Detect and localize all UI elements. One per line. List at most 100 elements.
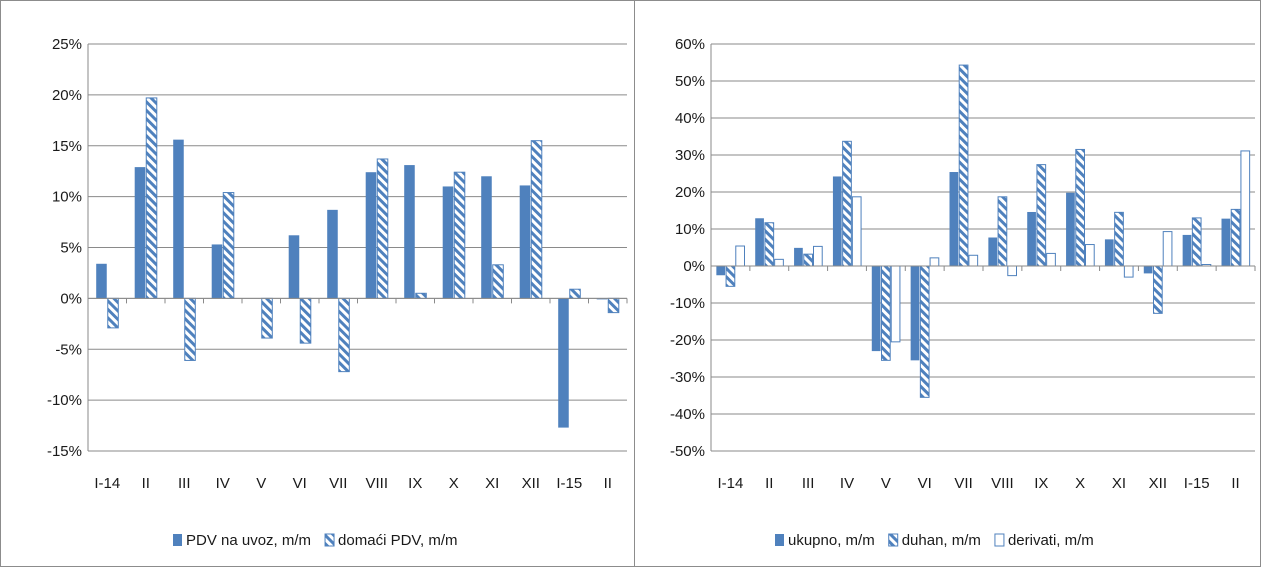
bar-0-s1-3 [222, 192, 235, 299]
bar-1-s0-12 [1182, 234, 1192, 266]
bar-1-s2-11 [1162, 231, 1173, 267]
bar-1-s0-3 [832, 176, 842, 266]
legend-swatch-0 [173, 534, 182, 546]
bar-1-s2-10 [1123, 265, 1134, 278]
x-tick-label: II [1231, 475, 1239, 492]
x-tick-label: I-14 [94, 475, 120, 492]
y-tick-label: -30% [670, 369, 705, 386]
left-chart-panel: 25% 20% 15% 10% 5% 0% -5% -10% -15% I-14 II III IV V V… [0, 0, 635, 567]
bar-1-s0-9 [1066, 192, 1075, 266]
bar-1-s0-4 [871, 266, 881, 352]
bar-1-s1-8 [1036, 164, 1047, 267]
bar-1-s1-5 [919, 265, 930, 398]
legend-swatch-0 [775, 534, 784, 546]
bar-1-s1-13 [1230, 208, 1241, 267]
bar-1-s2-3 [851, 196, 862, 267]
bar-1-s1-12 [1191, 217, 1202, 267]
bar-1-s2-5 [929, 257, 940, 267]
bar-0-s0-12 [558, 298, 569, 428]
x-tick-label: IV [840, 475, 854, 492]
y-tick-label: -40% [670, 406, 705, 423]
bar-1-s1-2 [803, 253, 814, 267]
bar-1-s0-10 [1104, 239, 1114, 266]
y-tick-label: 20% [52, 87, 82, 104]
y-tick-label: 10% [675, 221, 705, 238]
x-tick-label: II [604, 475, 612, 492]
y-tick-label: 50% [675, 73, 705, 90]
legend-swatch-1 [888, 533, 899, 547]
bar-1-s0-2 [794, 247, 803, 266]
legend-label-1: domaći PDV, m/m [338, 532, 457, 549]
bar-1-s2-1 [774, 258, 784, 267]
x-tick-label: III [178, 475, 191, 492]
x-tick-label: X [449, 475, 459, 492]
bar-1-s2-0 [735, 245, 745, 267]
bar-0-s1-8 [415, 292, 427, 299]
x-tick-label: IX [408, 475, 422, 492]
x-tick-label: III [802, 475, 815, 492]
legend-label-0: ukupno, m/m [788, 532, 875, 549]
bar-1-s1-4 [881, 265, 891, 361]
x-tick-label: VI [293, 475, 307, 492]
x-tick-label: VI [918, 475, 932, 492]
x-tick-label: VII [329, 475, 347, 492]
bar-0-s0-0 [96, 263, 107, 299]
bar-1-s0-13 [1221, 218, 1231, 266]
y-tick-label: -15% [47, 443, 82, 460]
bar-0-s0-3 [211, 244, 223, 299]
bar-1-s2-8 [1046, 252, 1056, 267]
bar-1-s1-11 [1153, 265, 1163, 314]
legend-swatch-2 [994, 533, 1005, 547]
right-chart-panel: 60% 50% 40% 30% 20% 10% 0% -10% -20% -30% -40% -50%… [634, 0, 1261, 567]
bar-1-s0-7 [988, 237, 998, 266]
x-tick-label: VII [954, 475, 972, 492]
y-tick-label: 60% [675, 36, 705, 53]
y-tick-label: 15% [52, 138, 82, 155]
bar-1-s2-13 [1240, 150, 1251, 267]
bar-1-s0-0 [716, 266, 726, 276]
bar-0-s1-1 [145, 97, 158, 299]
x-tick-label: VIII [365, 475, 388, 492]
bar-0-s1-10 [492, 264, 504, 299]
bar-0-s0-6 [327, 209, 338, 299]
bar-0-s1-6 [338, 297, 350, 373]
bar-1-s0-6 [949, 172, 959, 266]
bar-1-s1-3 [842, 140, 852, 267]
bar-1-s1-9 [1075, 148, 1085, 267]
bar-0-s0-11 [519, 185, 531, 299]
bar-0-s1-13 [607, 297, 620, 314]
x-tick-label: V [256, 475, 266, 492]
x-tick-label: V [881, 475, 891, 492]
x-tick-label: XI [485, 475, 499, 492]
y-tick-label: -10% [47, 392, 82, 409]
bar-0-s1-11 [530, 140, 543, 299]
y-tick-label: -20% [670, 332, 705, 349]
bar-1-s2-6 [968, 254, 979, 267]
x-tick-label: XII [1149, 475, 1167, 492]
x-tick-label: XII [522, 475, 540, 492]
bar-1-s0-5 [910, 266, 920, 361]
y-tick-label: 0% [683, 258, 705, 275]
bar-1-s2-2 [813, 245, 823, 267]
bar-0-s1-5 [299, 297, 312, 344]
bar-0-s1-7 [376, 158, 389, 299]
y-tick-label: 20% [675, 184, 705, 201]
legend-swatch-1 [324, 533, 335, 547]
bar-1-s2-4 [890, 265, 901, 343]
y-tick-label: 25% [52, 36, 82, 53]
bar-1-s1-10 [1114, 211, 1124, 267]
y-tick-label: 0% [60, 290, 82, 307]
bar-1-s2-9 [1085, 244, 1095, 267]
bar-1-s0-11 [1143, 266, 1153, 274]
x-tick-label: II [142, 475, 150, 492]
bar-1-s0-8 [1027, 211, 1036, 266]
bar-1-s1-1 [764, 222, 775, 267]
bar-0-s1-4 [261, 297, 273, 339]
legend-label-0: PDV na uvoz, m/m [186, 532, 311, 549]
y-tick-label: 10% [52, 189, 82, 206]
legend-label-1: duhan, m/m [902, 532, 981, 549]
bar-1-s1-7 [997, 196, 1008, 267]
bar-0-s0-7 [365, 172, 377, 299]
x-tick-label: VIII [991, 475, 1014, 492]
bar-0-s0-13 [596, 298, 608, 300]
